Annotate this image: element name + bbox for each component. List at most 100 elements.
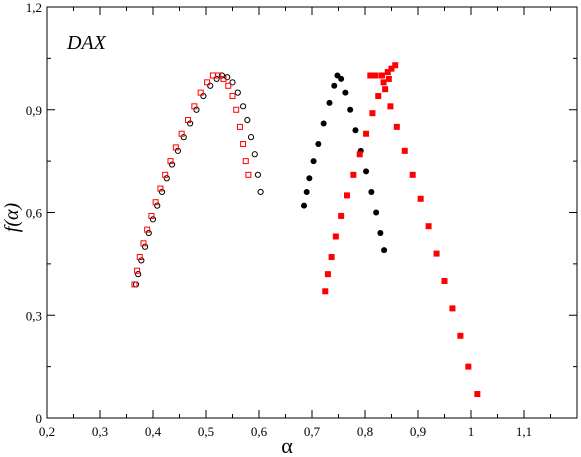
data-point [234,89,241,96]
data-point [138,257,145,264]
data-point [207,82,214,89]
data-point [131,281,138,288]
data-point [233,106,240,113]
x-tick-label: 0,4 [145,424,162,439]
x-tick-label: 0,6 [251,424,268,439]
data-point [167,158,174,165]
data-point [204,79,211,86]
data-point [457,332,464,339]
data-point [441,278,448,284]
y-tick-label: 0,3 [26,308,42,323]
series-3 [322,62,481,398]
x-tick-label: 0,7 [304,424,321,439]
data-point [178,130,185,137]
data-point [145,229,152,237]
data-point [378,72,385,79]
data-point [343,192,350,199]
x-tick-label: 0,9 [410,424,426,439]
data-point [338,212,345,219]
data-point [382,86,389,93]
data-point [240,141,247,147]
data-point [184,117,191,124]
y-tick-label: 0,9 [26,103,42,118]
data-point [380,79,387,86]
data-point [197,89,204,96]
y-tick-label: 1,2 [26,0,42,15]
data-point [303,188,310,195]
data-point [373,209,380,216]
data-point [154,202,161,209]
data-point [218,72,225,79]
data-point [141,243,149,250]
data-point [356,151,363,158]
data-point [158,188,166,196]
data-point [148,212,155,219]
data-point [338,75,345,82]
data-point [310,158,317,165]
data-point [229,93,236,100]
data-point [162,171,169,178]
data-point [417,195,424,202]
data-point [363,168,370,175]
data-point [367,72,374,79]
data-point [136,254,143,261]
data-point [215,72,222,79]
data-point [224,74,231,81]
data-point [242,158,249,165]
data-point [229,79,236,86]
data-point [152,199,159,206]
data-point [372,72,379,79]
data-point [385,75,392,82]
data-point [251,151,258,158]
data-point [425,223,432,230]
series-layer [131,62,481,398]
x-tick-label: 0,2 [39,424,55,439]
data-point [401,147,408,154]
data-point [449,305,456,312]
data-point [132,281,140,288]
series-2 [301,72,388,254]
data-point [306,175,313,182]
data-point [392,62,399,69]
x-tick-label: 1,1 [516,424,532,439]
data-point [244,116,251,124]
data-point [433,250,440,257]
data-point [254,171,262,178]
data-point [322,288,329,295]
x-axis-label: α [281,433,293,457]
data-point [144,226,151,233]
data-point [240,103,247,110]
data-point [363,130,370,137]
data-point [332,233,339,240]
data-point [172,144,179,151]
data-point [315,141,322,147]
plot-frame [46,6,578,419]
data-point [134,267,141,274]
data-point [350,171,357,178]
data-point [225,82,232,89]
data-point [369,110,376,117]
data-point [409,171,416,178]
data-point [213,75,220,83]
data-point [384,69,391,76]
data-point [465,363,472,370]
data-point [135,271,142,278]
data-point [347,106,354,113]
data-point [157,185,164,192]
data-point [331,82,338,89]
data-point [168,161,176,168]
data-point [377,230,384,237]
data-point [245,171,252,178]
data-point [257,188,264,196]
data-point [220,75,227,82]
data-point [301,202,308,209]
x-tick-label: 0,8 [357,424,373,439]
x-tick-label: 1 [468,424,475,439]
data-point [191,103,198,110]
data-point [342,89,349,96]
data-point [375,93,382,100]
data-point [236,123,243,130]
data-point [368,188,375,195]
